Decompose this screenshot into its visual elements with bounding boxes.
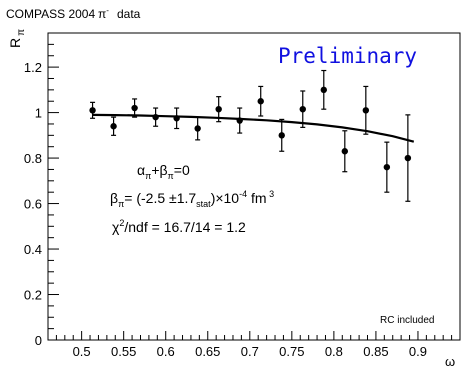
axis-ticks [47, 32, 461, 341]
fit-curve-group [92, 113, 415, 143]
x-tick-label: 0.7 [241, 344, 259, 359]
data-point [362, 107, 370, 114]
data-label: data [117, 7, 141, 21]
x-tick-label: 0.55 [111, 344, 136, 359]
x-tick-label: 0.8 [325, 344, 343, 359]
data-point [257, 98, 264, 105]
x-tick-label: 0.75 [279, 344, 304, 359]
x-tick-label: 0.6 [157, 344, 175, 359]
x-tick-label: 0.9 [409, 344, 427, 359]
rc-included-label: RC included [380, 315, 434, 326]
data-point [215, 105, 222, 113]
y-tick-label: 0.4 [24, 242, 42, 257]
data-point [383, 163, 391, 171]
constraint-equation: απ+βπ=0 [137, 162, 190, 181]
y-tick-label: 1 [35, 106, 42, 121]
particle-symbol: π- [98, 6, 109, 21]
preliminary-label: Preliminary [278, 44, 417, 68]
y-tick-label: 1.2 [24, 60, 42, 75]
tick-labels: 0.5 0.55 0.6 0.65 0.7 0.75 0.8 0.85 0.9 0 0.2 0.4 0.… [24, 60, 427, 359]
x-tick-label: 0.85 [363, 344, 388, 359]
data-point [320, 86, 327, 94]
y-axis-label: Rπ [7, 29, 27, 48]
data-point [131, 104, 138, 112]
data-point [299, 105, 306, 113]
y-tick-label: 0.8 [24, 151, 42, 166]
plot-frame [47, 32, 461, 341]
x-tick-label: 0.65 [195, 344, 220, 359]
chi2-result: χ2/ndf = 16.7/14 = 1.2 [112, 218, 246, 235]
data-point [89, 107, 96, 114]
beta-result: βπ= (-2.5 ±1.7stat)×10-4 fm 3 [110, 189, 274, 209]
data-point [404, 154, 412, 162]
fit-curve [92, 113, 415, 143]
data-point [278, 132, 285, 139]
data-point [152, 113, 159, 121]
experiment-label: COMPASS 2004 [6, 7, 95, 21]
data-point [341, 148, 349, 155]
svg-text:Rπ: Rπ [7, 29, 27, 48]
y-tick-label: 0 [35, 333, 42, 348]
data-point [173, 115, 180, 122]
data-point [236, 117, 243, 124]
x-axis-label: ω [445, 354, 455, 369]
y-tick-label: 0.2 [24, 288, 42, 303]
y-tick-label: 0.6 [24, 197, 42, 212]
data-point [110, 123, 117, 130]
x-tick-label: 0.5 [73, 344, 91, 359]
data-points [89, 69, 412, 202]
data-point [194, 125, 201, 132]
